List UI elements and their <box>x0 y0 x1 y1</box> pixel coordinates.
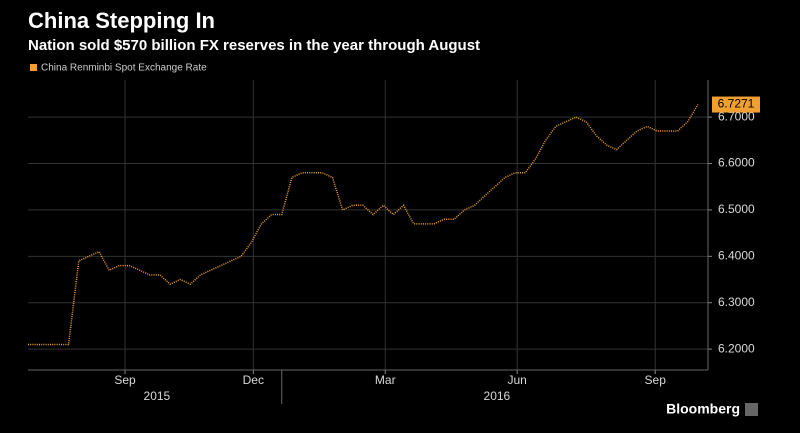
legend-swatch <box>30 64 37 71</box>
x-tick-label: Mar <box>375 373 396 387</box>
x-group-label: 2016 <box>484 389 511 403</box>
x-tick-label: Sep <box>645 373 667 387</box>
chart-title: China Stepping In <box>28 8 215 33</box>
x-tick-label: Sep <box>114 373 136 387</box>
x-group-label: 2015 <box>144 389 171 403</box>
legend-label: China Renminbi Spot Exchange Rate <box>41 63 207 74</box>
y-tick-label: 6.4000 <box>718 248 755 262</box>
last-value-label: 6.7271 <box>718 97 755 111</box>
logo-icon <box>745 403 758 416</box>
last-value-box <box>712 96 760 113</box>
y-tick-label: 6.5000 <box>718 202 755 216</box>
x-tick-label: Dec <box>243 373 264 387</box>
chart-subtitle: Nation sold $570 billion FX reserves in … <box>28 37 480 54</box>
y-tick-label: 6.7000 <box>718 109 755 123</box>
y-tick-label: 6.2000 <box>718 341 755 355</box>
y-tick-label: 6.3000 <box>718 295 755 309</box>
y-tick-label: 6.6000 <box>718 156 755 170</box>
x-tick-label: Jun <box>508 373 527 387</box>
line <box>28 104 699 346</box>
source-logo: Bloomberg <box>666 401 740 417</box>
